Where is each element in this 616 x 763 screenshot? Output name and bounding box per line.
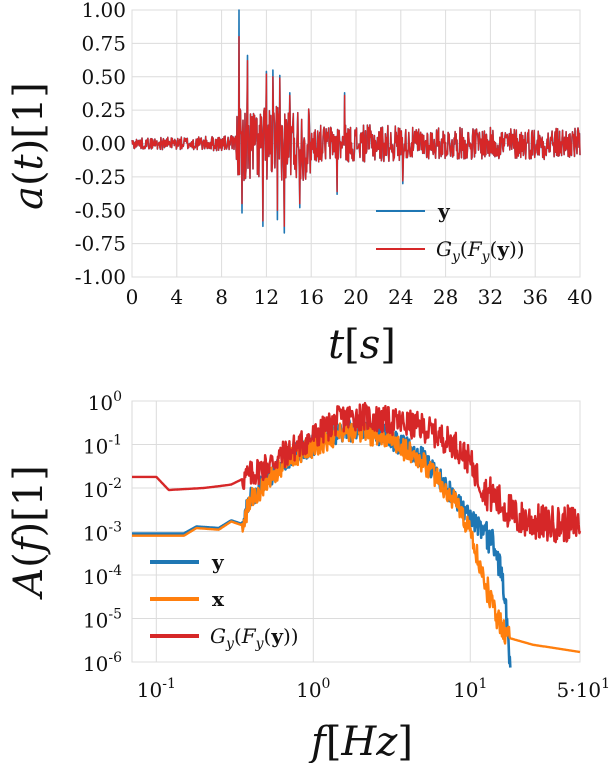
x-tick-label: 40 bbox=[567, 285, 592, 309]
spectrum-legend: y x Gy(Fy(y)) bbox=[150, 550, 299, 652]
x-tick-label: 36 bbox=[522, 285, 547, 309]
time-history-legend: y Gy(Fy(y)) bbox=[376, 199, 525, 265]
y-tick-label: 100 bbox=[88, 389, 122, 415]
legend-label-y: y bbox=[211, 550, 225, 574]
spectrum-series bbox=[131, 401, 582, 668]
legend-label-gy: Gy(Fy(y)) bbox=[210, 624, 299, 652]
spectrum-x-axis-label: f[Hz] bbox=[308, 719, 413, 763]
time-history-series bbox=[131, 9, 581, 234]
y-tick-label: 10-2 bbox=[83, 476, 122, 502]
spectrum-x-ticks: 10-1 100 101 5·101 bbox=[137, 676, 610, 702]
spectrum-panel: 10-1 100 101 5·101 10010-110-210-310-410-51… bbox=[6, 389, 610, 763]
series-line-gy bbox=[131, 36, 581, 227]
y-tick-label: 0.00 bbox=[81, 132, 126, 156]
time-history-x-ticks: 0 4 8 12 16 20 24 28 32 36 40 bbox=[126, 285, 593, 309]
y-tick-label: 10-3 bbox=[83, 520, 122, 546]
time-history-y-axis-label: a(t)[1] bbox=[6, 82, 52, 210]
x-tick-label: 4 bbox=[170, 285, 183, 309]
x-tick-label: 32 bbox=[478, 285, 503, 309]
x-tick-label: 28 bbox=[433, 285, 458, 309]
x-tick-label: 16 bbox=[298, 285, 323, 309]
legend-label-gy: Gy(Fy(y)) bbox=[436, 237, 525, 265]
y-tick-label: 10-1 bbox=[83, 433, 122, 459]
x-tick-label: 20 bbox=[343, 285, 368, 309]
y-tick-label: 0.50 bbox=[81, 65, 126, 89]
y-tick-label: -1.00 bbox=[75, 265, 126, 289]
y-tick-label: 1.00 bbox=[81, 0, 126, 22]
legend-label-x: x bbox=[212, 587, 225, 611]
time-history-x-axis-label: t[s] bbox=[328, 322, 396, 368]
x-tick-label: 10-1 bbox=[137, 676, 176, 702]
x-tick-label: 5·101 bbox=[557, 676, 610, 702]
y-tick-label: 0.75 bbox=[81, 31, 126, 55]
x-tick-label: 12 bbox=[254, 285, 279, 309]
y-tick-label: 10-6 bbox=[83, 650, 122, 676]
x-tick-label: 0 bbox=[126, 285, 139, 309]
x-tick-label: 101 bbox=[453, 676, 487, 702]
y-tick-label: 10-5 bbox=[83, 607, 122, 633]
y-tick-label: -0.75 bbox=[75, 232, 126, 256]
time-history-y-ticks: 1.00 0.75 0.50 0.25 0.00 -0.25 -0.50 -0.75 -1.00 bbox=[75, 0, 126, 289]
legend-label-y: y bbox=[437, 199, 451, 223]
series-line-gy bbox=[131, 401, 582, 544]
time-history-panel: 0 4 8 12 16 20 24 28 32 36 40 1.00 0.75 0.50 0.25 0.00… bbox=[6, 0, 593, 368]
x-tick-label: 100 bbox=[296, 676, 330, 702]
x-tick-label: 24 bbox=[388, 285, 413, 309]
y-tick-label: 0.25 bbox=[81, 98, 126, 122]
y-tick-label: -0.25 bbox=[75, 165, 126, 189]
spectrum-y-ticks: 100 10-1 10-2 10-3 10-4 10-5 10-6 bbox=[83, 389, 122, 676]
spectrum-y-axis-label: A(f)[1] bbox=[6, 465, 52, 601]
y-tick-label: 10-4 bbox=[83, 563, 122, 589]
x-tick-label: 8 bbox=[215, 285, 228, 309]
y-tick-label: -0.50 bbox=[75, 198, 126, 222]
